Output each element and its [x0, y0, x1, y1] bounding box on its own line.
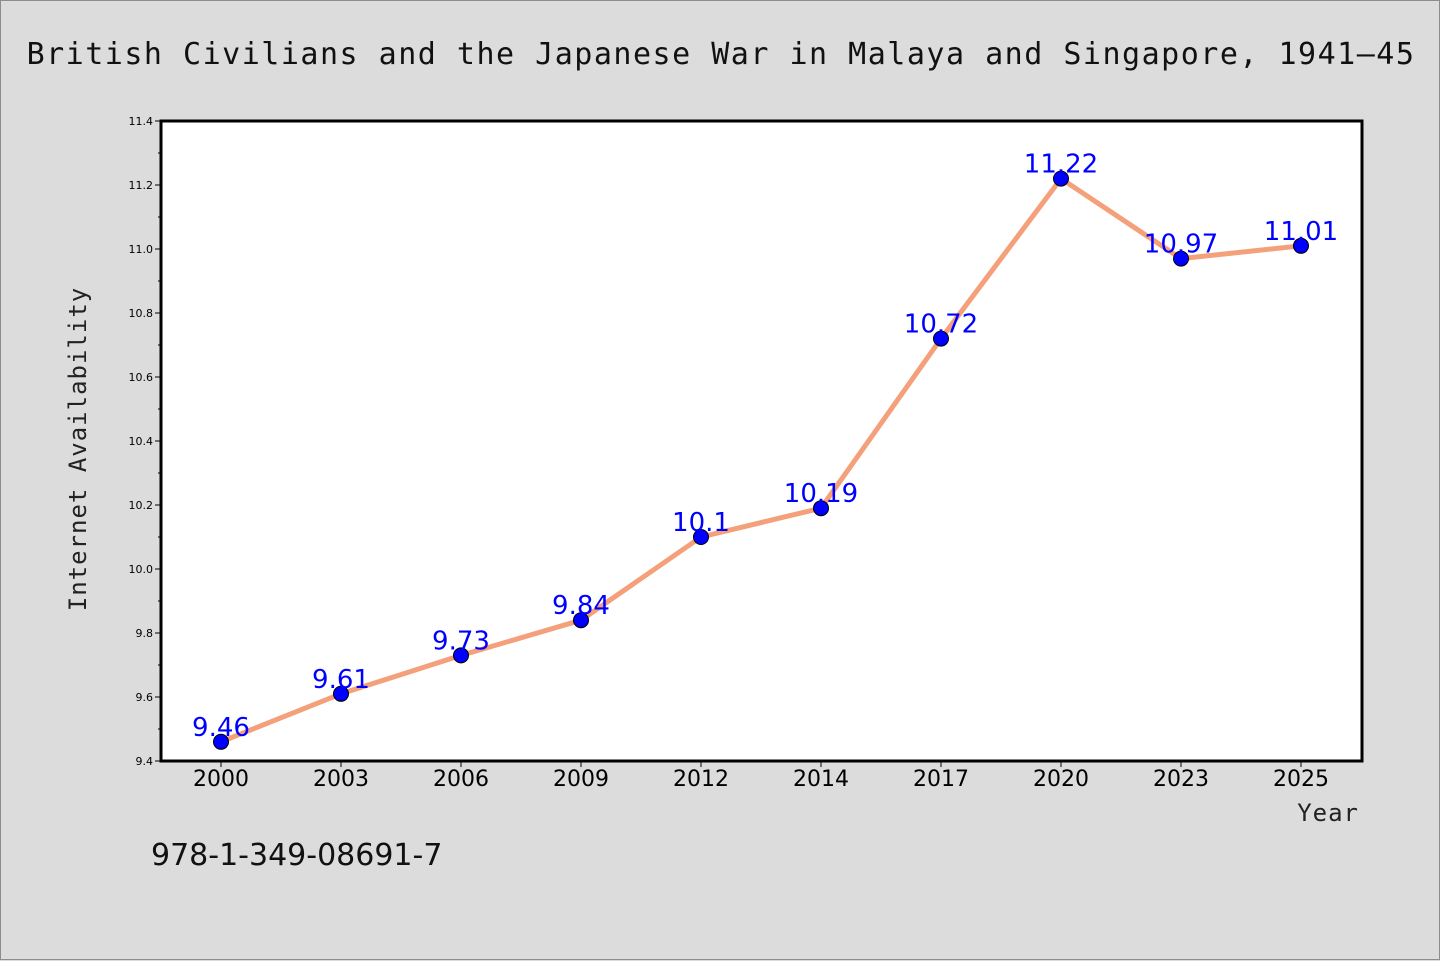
y-tick-label: 10.2 — [129, 499, 154, 512]
x-tick-label: 2023 — [1153, 767, 1209, 792]
y-tick-label: 10.8 — [129, 307, 154, 320]
y-axis-label: Internet Availability — [64, 287, 92, 611]
plot-border — [159, 119, 1364, 763]
data-label: 9.46 — [192, 713, 250, 743]
x-tick-label: 2003 — [313, 767, 369, 792]
x-tick-label: 2014 — [793, 767, 849, 792]
data-label: 9.73 — [432, 626, 490, 656]
y-tick-label: 10.4 — [129, 435, 154, 448]
data-label: 11.01 — [1264, 217, 1338, 247]
data-point — [453, 647, 469, 664]
x-tick-label: 2012 — [673, 767, 729, 792]
data-point — [1293, 237, 1309, 254]
data-label: 10.1 — [672, 508, 730, 538]
y-tick-label: 11.0 — [129, 243, 154, 256]
data-point — [813, 500, 829, 517]
x-tick-label: 2017 — [913, 767, 969, 792]
plot-area — [161, 121, 1362, 761]
y-tick-label: 9.8 — [136, 627, 154, 640]
data-point — [1053, 170, 1069, 187]
x-axis-ticks: 2000 2003 2006 2009 2012 2014 2017 2020 2023 2025 — [193, 761, 1329, 792]
data-point — [933, 330, 949, 347]
x-tick-label: 2020 — [1033, 767, 1089, 792]
series-line — [218, 176, 1304, 745]
x-axis-label: Year — [1297, 799, 1359, 827]
y-tick-label: 11.4 — [129, 115, 154, 128]
y-tick-label: 10.0 — [129, 563, 154, 576]
data-point — [693, 529, 709, 545]
data-label: 10.97 — [1144, 230, 1218, 260]
x-tick-label: 2000 — [193, 767, 249, 792]
y-tick-label: 9.4 — [136, 755, 154, 768]
data-label: 11.22 — [1024, 150, 1098, 180]
chart-title: British Civilians and the Japanese War i… — [27, 37, 1416, 72]
data-label: 9.84 — [552, 591, 610, 621]
series-group: 9.46 9.61 9.73 9.84 10.1 10.19 10.72 11.22 10.97… — [192, 150, 1338, 750]
y-axis-ticks: 9.4 9.6 9.8 10.0 10.2 10.4 10.6 10.8 11.0 11.2 11.… — [129, 115, 161, 768]
data-point — [213, 733, 229, 750]
data-label: 9.61 — [312, 665, 370, 695]
y-tick-label: 10.6 — [129, 371, 154, 384]
x-tick-label: 2006 — [433, 767, 489, 792]
y-tick-label: 9.6 — [136, 691, 154, 704]
data-label: 10.72 — [904, 310, 978, 340]
data-point — [333, 685, 349, 702]
x-tick-label: 2009 — [553, 767, 609, 792]
data-point — [1173, 250, 1189, 267]
y-tick-label: 11.2 — [129, 179, 154, 192]
data-label: 10.19 — [784, 479, 858, 509]
data-point — [573, 612, 589, 629]
x-tick-label: 2025 — [1273, 767, 1329, 792]
isbn-text: 978-1-349-08691-7 — [151, 838, 442, 873]
